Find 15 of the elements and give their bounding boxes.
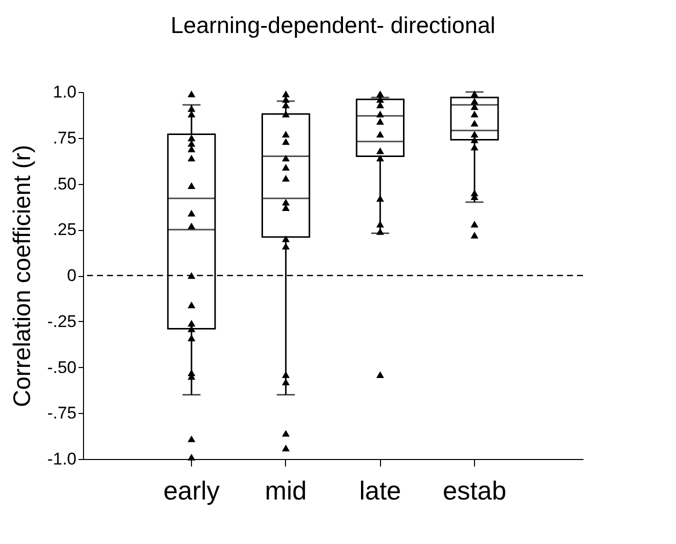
y-tick-label: -1.0 <box>47 450 76 468</box>
y-tick-label: -.75 <box>47 404 76 423</box>
chart-title: Learning-dependent- directional <box>170 12 496 38</box>
y-tick-label: -.50 <box>47 358 76 377</box>
y-axis-title: Correlation coefficient (r) <box>9 144 36 408</box>
y-tick-label: 1.0 <box>52 82 76 102</box>
y-tick-label: .75 <box>52 128 76 148</box>
y-tick-label: -.25 <box>47 312 76 331</box>
x-tick-label: estab <box>442 476 506 506</box>
x-tick-label: late <box>359 476 402 506</box>
y-tick-label: .50 <box>52 174 76 194</box>
x-tick-label: mid <box>264 476 307 506</box>
x-tick-label: early <box>163 476 220 506</box>
y-tick-label: .25 <box>52 220 76 240</box>
y-tick-label: 0 <box>67 266 76 285</box>
